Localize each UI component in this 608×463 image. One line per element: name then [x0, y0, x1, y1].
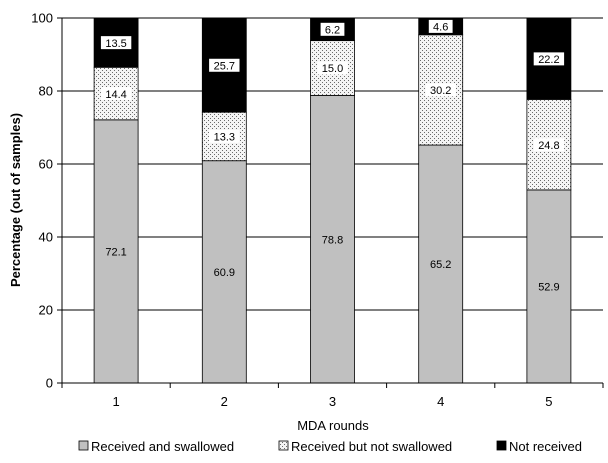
legend-swatch-received-but-not-swallowed — [278, 440, 289, 451]
legend-label-not-received: Not received — [509, 439, 582, 454]
data-label-not-received: 13.5 — [105, 38, 126, 50]
data-label-bg — [209, 129, 240, 143]
data-label-bg — [533, 279, 565, 293]
data-label-received-and-swallowed: 60.9 — [214, 267, 235, 279]
data-label-not-received: 25.7 — [214, 60, 235, 72]
data-label-bg — [425, 257, 456, 271]
x-tick-label: 3 — [329, 394, 336, 409]
y-tick-label: 100 — [31, 11, 53, 26]
legend-swatch-received-and-swallowed — [78, 440, 89, 451]
legend-label-received-but-not-swallowed: Received but not swallowed — [291, 439, 452, 454]
data-label-bg — [428, 19, 453, 33]
data-label-received-but-not-swallowed: 30.2 — [430, 85, 451, 97]
data-label-bg — [100, 244, 132, 258]
x-tick-label: 2 — [221, 394, 228, 409]
tick-labels: 0 20 40 60 80 100 1 2 3 4 5 — [31, 11, 552, 410]
data-label-not-received: 6.2 — [325, 25, 340, 37]
axes — [57, 17, 604, 388]
legend-swatch-not-received — [496, 440, 507, 451]
data-label-bg — [317, 232, 348, 246]
x-axis-title: MDA rounds — [297, 418, 369, 433]
x-tick-label: 5 — [545, 394, 552, 409]
data-label-received-and-swallowed: 52.9 — [538, 282, 559, 294]
y-tick-label: 80 — [39, 84, 53, 99]
data-label-bg — [100, 36, 132, 50]
y-tick-label: 0 — [46, 376, 53, 391]
data-label-bg — [533, 52, 565, 66]
y-axis-title: Percentage (out of samples) — [8, 113, 23, 287]
y-tick-label: 20 — [39, 303, 53, 318]
data-label-bg — [317, 61, 348, 75]
data-label-received-and-swallowed: 78.8 — [322, 234, 343, 246]
data-label-received-and-swallowed: 72.1 — [105, 247, 126, 259]
data-label-bg — [425, 83, 456, 97]
data-label-not-received: 22.2 — [538, 54, 559, 66]
data-labels: 72.1 14.4 13.5 60.9 13.3 25.7 78.8 15.0 6.2 65.2 3… — [100, 19, 565, 294]
legend: Received and swallowed Received but not s… — [78, 439, 582, 454]
x-tick-label: 1 — [112, 394, 119, 409]
y-tick-label: 40 — [39, 230, 53, 245]
data-label-bg — [533, 138, 565, 152]
data-label-received-but-not-swallowed: 13.3 — [214, 132, 235, 144]
legend-label-received-and-swallowed: Received and swallowed — [91, 439, 234, 454]
data-label-received-but-not-swallowed: 15.0 — [322, 63, 343, 75]
data-label-not-received: 4.6 — [433, 22, 448, 34]
x-tick-label: 4 — [437, 394, 444, 409]
data-label-bg — [100, 87, 132, 101]
data-label-received-but-not-swallowed: 14.4 — [105, 89, 126, 101]
data-label-received-and-swallowed: 65.2 — [430, 259, 451, 271]
data-label-bg — [209, 58, 240, 72]
y-tick-label: 60 — [39, 157, 53, 172]
data-label-received-but-not-swallowed: 24.8 — [538, 140, 559, 152]
data-label-bg — [320, 22, 345, 36]
data-label-bg — [209, 265, 240, 279]
